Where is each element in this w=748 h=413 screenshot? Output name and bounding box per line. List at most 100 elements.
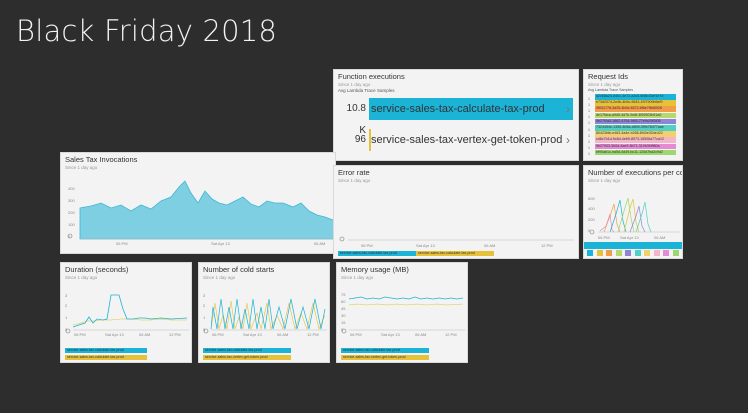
error-rate-panel: Error rate Since 1 day ago 06 PM Sat Apr…	[333, 165, 579, 259]
request-count: 1	[588, 133, 590, 138]
x-tick: 06 PM	[116, 241, 128, 246]
y-tick: 60	[341, 299, 346, 304]
legend-item[interactable]: service-sales-tax-calculate-tax-prod	[341, 348, 429, 353]
memory-line-b	[348, 303, 464, 306]
error-rate-since: Since 1 day ago	[338, 178, 371, 183]
legend-swatch[interactable]	[653, 250, 660, 256]
request-id-row[interactable]: 1 7324454e-1355-4b5a-a5b9-3f9e78477aae	[588, 125, 676, 132]
request-id-row[interactable]: 1 80423fdb-e463-4a4e-b268-8f40e304e422	[588, 131, 676, 138]
legend-item[interactable]: service-sales-tax-calculate-tax-prod	[65, 348, 147, 353]
x-tick: Sat Apr 13	[620, 235, 639, 240]
y-tick: 3	[65, 293, 68, 298]
sales-tax-since: Since 1 day ago	[65, 165, 98, 170]
function-bar	[369, 98, 573, 120]
request-id: 80423fdb-e463-4a4e-b268-8f40e304e422	[595, 131, 676, 137]
invocations-area	[79, 180, 335, 240]
duration-line-b	[72, 294, 188, 328]
y-tick: 200	[68, 210, 75, 215]
request-ids-panel: Request Ids Since 1 day ago Avg Lambda T…	[583, 69, 683, 161]
legend-item[interactable]: service-sales-tax-calculate-tax-prod	[416, 251, 494, 256]
legend-swatch[interactable]	[606, 250, 612, 256]
function-name: service-sales-tax-vertex-get-token-prod	[371, 134, 563, 146]
y-tick: 400	[68, 186, 75, 191]
request-id: de17fdca-a9d5-4d7b-9c6f-4f59503b51a0	[595, 112, 676, 119]
y-tick: 0	[588, 228, 591, 233]
cold-starts-line-b	[210, 298, 326, 330]
executions-per-panel: Number of executions per co... Since 1 d…	[583, 165, 683, 259]
error-rate-chart: 06 PM Sat Apr 13 06 AM 12 PM	[339, 236, 574, 248]
executions-per-chart: 600 400 200 0 06 PM Sat Apr 13 06 AM	[588, 196, 680, 240]
cold-starts-title: Number of cold starts	[203, 265, 275, 274]
request-id: a2c68a24-d4b1-4e72-a3c5-6b8b15ef1e7d	[595, 94, 676, 100]
function-row-calculate-tax[interactable]: 10.8 K service-sales-tax-calculate-tax-p…	[338, 98, 574, 136]
x-tick: 06 AM	[277, 332, 288, 337]
legend-swatch[interactable]	[625, 250, 631, 256]
request-id: bf90ab1c-ea5d-4d49-bc11-120d7ba2c9d2	[595, 149, 676, 156]
memory-line-a	[348, 296, 464, 300]
function-name: service-sales-tax-calculate-tax-prod	[371, 103, 545, 115]
x-tick: Sat Apr 13	[105, 332, 124, 337]
executions-lines	[599, 197, 652, 233]
request-id-row[interactable]: 1 a2c68a24-d4b1-4e72-a3c5-6b8b15ef1e7d	[588, 94, 676, 101]
executions-per-title: Number of executions per co...	[588, 168, 683, 177]
slide-title: Black Friday 2018	[16, 14, 278, 48]
legend-item[interactable]: service-sales-tax-vertex-get-token-prod	[341, 355, 429, 360]
legend-swatch[interactable]	[672, 250, 679, 256]
x-tick: 06 AM	[314, 241, 325, 246]
legend-item[interactable]: service-sales-tax-calculate-tax-prod	[65, 355, 147, 360]
memory-panel: Memory usage (MB) Since 1 day ago 75 60 …	[336, 262, 468, 363]
cold-starts-line-a	[210, 300, 326, 331]
legend-swatch[interactable]	[615, 250, 622, 256]
request-id-row[interactable]: 1 9b27903-3b0d-4ae9-8b71-310b3f4ff80a	[588, 143, 676, 151]
legend-swatch[interactable]	[663, 250, 669, 256]
function-row-vertex-get-token[interactable]: 96 service-sales-tax-vertex-get-token-pr…	[338, 129, 574, 151]
y-tick: 300	[68, 198, 75, 203]
request-ids-title: Request Ids	[588, 72, 629, 81]
x-tick: 12 PM	[445, 332, 457, 337]
legend-item[interactable]: service-sales-tax-vertex-get-token-prod	[203, 355, 291, 360]
legend-item[interactable]: service-sales-tax-calculate-tax-prod	[203, 348, 291, 353]
x-tick: Sat Apr 13	[416, 243, 435, 248]
request-id-row[interactable]: 1 e73d2074-2e4b-4b9c-9643-1f97909b5ef9	[588, 100, 676, 107]
y-tick: 0	[68, 234, 71, 239]
duration-line-a	[72, 318, 187, 326]
request-id: cd8c7b1d-9c8d-4e69-8973-15506a77ca12	[595, 137, 676, 143]
request-count: 1	[588, 96, 590, 101]
duration-panel: Duration (seconds) Since 1 day ago 3 2 1…	[60, 262, 192, 363]
y-tick: 100	[68, 222, 75, 227]
request-id: e73d2074-2e4b-4b9c-9643-1f97909b5ef9	[595, 100, 676, 106]
x-tick: 06 AM	[484, 243, 495, 248]
y-tick: 400	[588, 206, 595, 211]
legend-swatch[interactable]	[634, 250, 641, 256]
cold-starts-chart: 3 2 1 0 06 PM Sat Apr 13 06 AM 12 PM	[203, 293, 327, 337]
request-id-row[interactable]: 1 9b27f0a3-1862-4794-9f45-77e9c29f2f05	[588, 118, 676, 125]
memory-since: Since 1 day ago	[341, 275, 374, 280]
x-tick: 06 PM	[350, 332, 362, 337]
x-tick: 06 AM	[139, 332, 150, 337]
request-id-row[interactable]: 1 de17fdca-a9d5-4d7b-9c6f-4f59503b51a0	[588, 112, 676, 119]
duration-title: Duration (seconds)	[65, 265, 129, 274]
y-tick: 200	[588, 217, 595, 222]
error-rate-title: Error rate	[338, 168, 370, 177]
request-id-row[interactable]: 1 3f031778-3d25-4b0d-8372-6f6e7f8d5928	[588, 106, 676, 113]
legend-swatch[interactable]	[596, 250, 603, 256]
request-ids-since: Since 1 day ago	[588, 82, 621, 87]
executions-legend-bar	[584, 242, 682, 249]
request-id-row[interactable]: 1 cd8c7b1d-9c8d-4e69-8973-15506a77ca12	[588, 137, 676, 144]
x-tick: 06 PM	[74, 332, 86, 337]
sales-tax-panel: Sales Tax Invocations Since 1 day ago 40…	[60, 152, 336, 254]
x-tick: Sat Apr 13	[243, 332, 262, 337]
legend-swatch[interactable]	[587, 250, 593, 256]
cold-starts-panel: Number of cold starts Since 1 day ago 3 …	[198, 262, 330, 363]
memory-chart: 75 60 45 30 15 0 06 PM Sat Apr 13 06 AM …	[341, 292, 465, 337]
legend-item[interactable]: service-sales-tax-calculate-tax-prod	[338, 251, 416, 256]
x-tick: 12 PM	[541, 243, 553, 248]
function-executions-panel: Function executions Since 1 day ago Avg …	[333, 69, 579, 161]
request-id-row[interactable]: 1 bf90ab1c-ea5d-4d49-bc11-120d7ba2c9d2	[588, 149, 676, 156]
request-count: 1	[588, 146, 590, 151]
chevron-right-icon: ›	[566, 133, 570, 147]
function-executions-table-label: Avg Lambda Trace Samples	[338, 88, 395, 93]
clock-icon	[67, 233, 73, 239]
request-ids-table-label: Avg Lambda Trace Samples	[588, 88, 634, 92]
legend-swatch[interactable]	[644, 250, 650, 256]
